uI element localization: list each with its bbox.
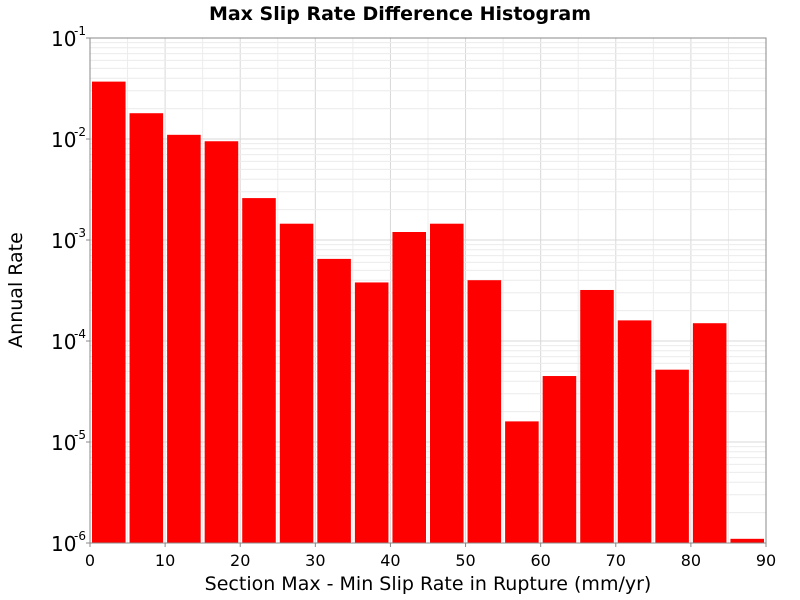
y-tick-base: 10: [51, 128, 76, 152]
y-axis-label: Annual Rate: [5, 232, 27, 348]
x-tick-label: 40: [380, 551, 400, 570]
x-tick-label: 60: [530, 551, 550, 570]
histogram-bar: [92, 81, 126, 543]
x-axis-ticks: 0 10 20 30 40 50 60 70 80 90: [85, 543, 776, 570]
plot-frame: [89, 37, 767, 544]
y-tick-label: 10-1: [51, 24, 86, 51]
y-tick-exponent: -1: [74, 24, 86, 38]
histogram-bar: [279, 223, 314, 543]
x-tick-label: 90: [756, 551, 776, 570]
histogram-bar: [692, 323, 727, 543]
histogram-bar: [204, 141, 239, 543]
histogram-bar: [655, 369, 689, 543]
x-axis-label: Section Max - Min Slip Rate in Rupture (…: [205, 573, 652, 595]
x-tick-label: 20: [230, 551, 250, 570]
y-tick-label: 10-5: [51, 428, 86, 455]
y-tick-exponent: -3: [74, 226, 86, 240]
y-tick-base: 10: [51, 532, 76, 556]
histogram-bar: [129, 113, 164, 544]
x-tick-label: 80: [681, 551, 701, 570]
histogram-bar: [354, 282, 389, 543]
histogram-bar: [430, 223, 464, 543]
y-axis-ticks: 10-610-510-410-310-210-1: [51, 24, 90, 556]
y-tick-exponent: -4: [74, 327, 86, 341]
y-tick-base: 10: [51, 229, 76, 253]
histogram-bar: [730, 538, 764, 543]
y-tick-exponent: -2: [74, 125, 86, 139]
x-tick-label: 70: [606, 551, 626, 570]
y-tick-label: 10-4: [51, 327, 86, 354]
x-tick-label: 30: [305, 551, 325, 570]
bars: [92, 81, 764, 544]
x-tick-label: 50: [455, 551, 475, 570]
y-tick-base: 10: [51, 27, 76, 51]
histogram-bar: [617, 320, 652, 543]
histogram-bar: [580, 289, 614, 543]
y-tick-base: 10: [51, 431, 76, 455]
x-tick-label: 10: [155, 551, 175, 570]
y-tick-exponent: -5: [74, 428, 86, 442]
histogram-bar: [542, 376, 577, 543]
histogram-bar: [242, 198, 276, 543]
histogram-bar: [505, 421, 539, 543]
chart-title: Max Slip Rate Difference Histogram: [209, 3, 591, 25]
y-tick-label: 10-6: [51, 529, 86, 556]
y-tick-exponent: -6: [74, 529, 86, 543]
y-tick-label: 10-3: [51, 226, 86, 253]
histogram-bar: [167, 134, 201, 543]
y-tick-label: 10-2: [51, 125, 86, 152]
histogram-bar: [317, 258, 351, 543]
histogram-bar: [467, 280, 502, 543]
y-tick-base: 10: [51, 330, 76, 354]
x-tick-label: 0: [85, 551, 95, 570]
histogram-bar: [392, 232, 426, 544]
grid-lines: [89, 38, 767, 544]
